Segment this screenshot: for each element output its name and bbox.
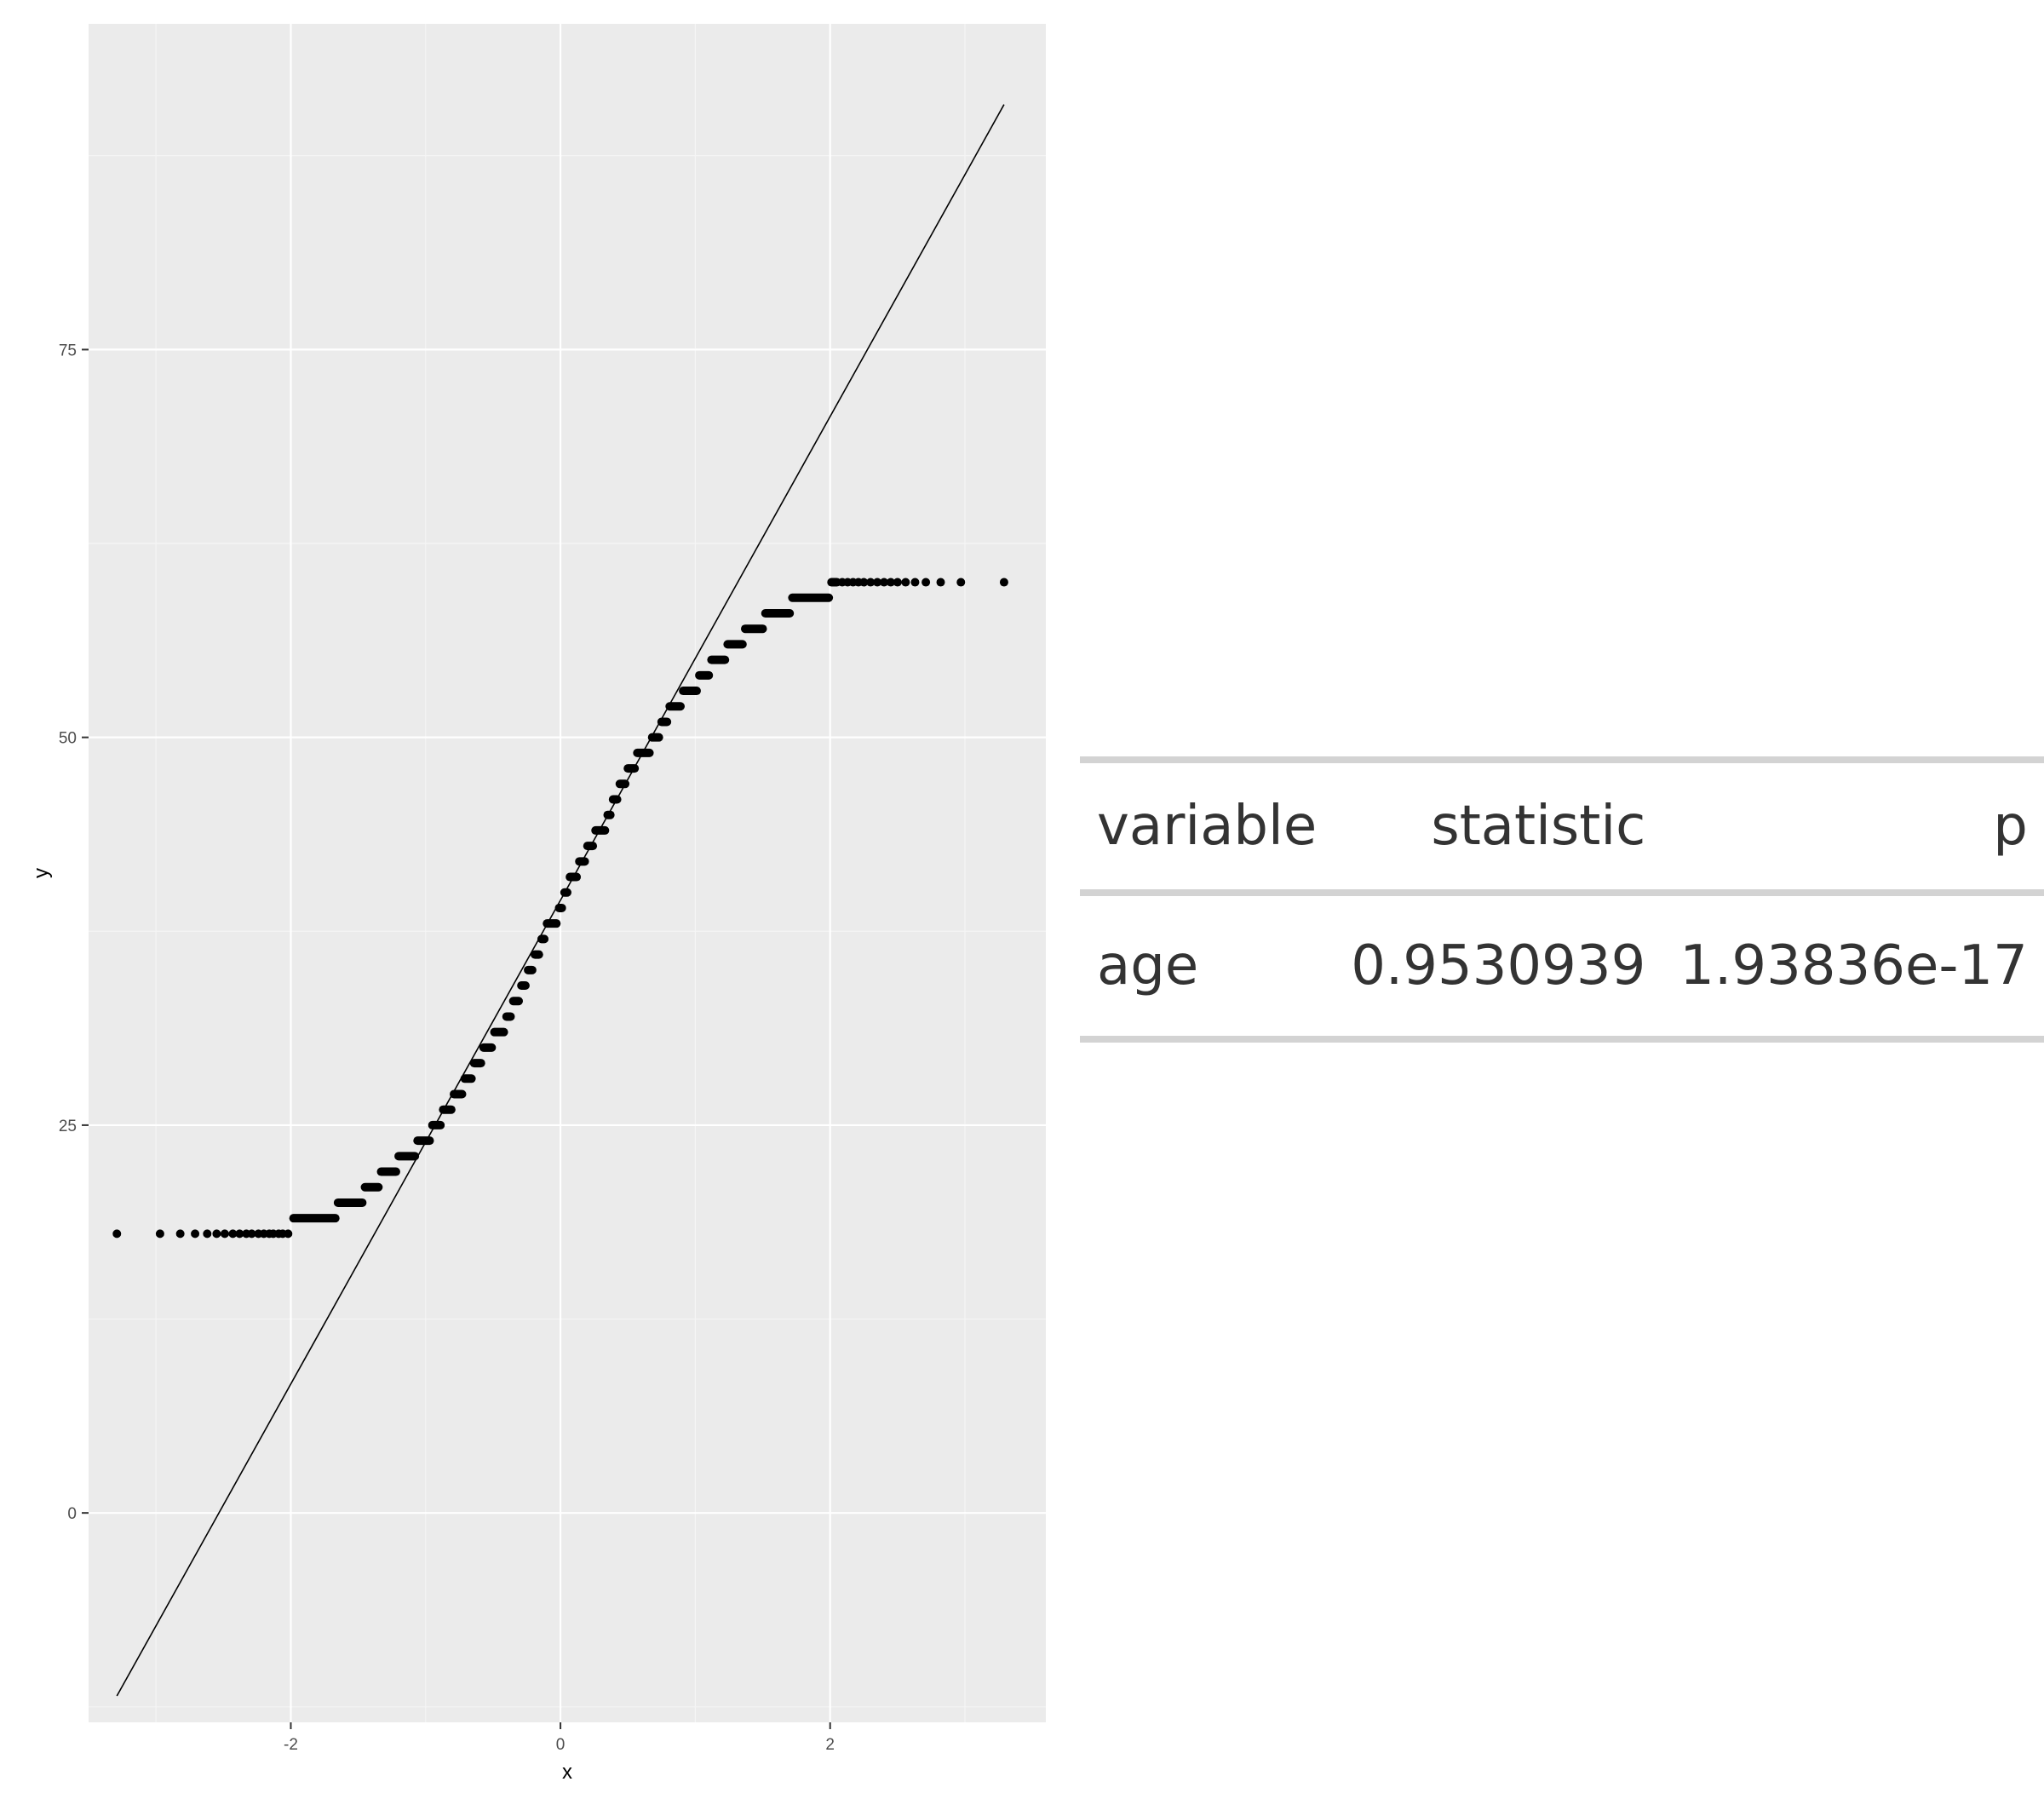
data-point xyxy=(247,1229,256,1239)
y-tick-label: 25 xyxy=(59,1118,77,1135)
col-header-statistic: statistic xyxy=(1431,795,1646,858)
data-point xyxy=(203,1229,212,1239)
data-point xyxy=(880,578,889,587)
data-point xyxy=(175,1229,185,1239)
data-points xyxy=(112,578,1008,1239)
y-tick-label: 75 xyxy=(59,342,77,359)
y-tick-label: 50 xyxy=(59,730,77,748)
data-point xyxy=(155,1229,164,1239)
data-point xyxy=(859,578,869,587)
data-point xyxy=(212,1229,221,1239)
data-point xyxy=(910,578,920,587)
x-tick-label: 2 xyxy=(825,1736,835,1754)
col-header-p: p xyxy=(1993,795,2028,858)
stats-table: variable statistic p age 0.9530939 1.938… xyxy=(1080,756,2044,1043)
data-point xyxy=(893,578,902,587)
qq-reference-line xyxy=(116,104,1005,1697)
data-point xyxy=(278,1229,287,1239)
data-point xyxy=(901,578,910,587)
data-point xyxy=(886,578,895,587)
x-axis-ticks: -2 0 2 xyxy=(284,1722,835,1754)
data-point xyxy=(936,578,945,587)
data-point xyxy=(866,578,876,587)
y-tick-label: 0 xyxy=(67,1505,77,1523)
data-point xyxy=(956,578,966,587)
y-axis-title: y xyxy=(30,868,53,878)
x-axis-title: x xyxy=(562,1761,572,1784)
plot-panel xyxy=(89,24,1046,1722)
data-point xyxy=(235,1229,244,1239)
data-point xyxy=(191,1229,200,1239)
minor-gridlines xyxy=(89,24,1046,1722)
data-point xyxy=(228,1229,238,1239)
reference-line-group xyxy=(116,104,1005,1697)
table-row: age 0.9530939 1.93836e-17 xyxy=(1080,893,2044,1039)
major-gridlines xyxy=(89,24,1046,1722)
table-header-row: variable statistic p xyxy=(1080,760,2044,893)
cell-statistic: 0.9530939 xyxy=(1351,934,1646,997)
y-axis-ticks: 0 25 50 75 xyxy=(59,342,89,1523)
data-point xyxy=(873,578,882,587)
cell-p: 1.93836e-17 xyxy=(1679,934,2028,997)
col-header-variable: variable xyxy=(1097,795,1318,858)
data-point xyxy=(922,578,931,587)
qq-plot: -2 0 2 0 25 50 75 x y xyxy=(30,24,1046,1784)
cell-variable: age xyxy=(1097,934,1199,997)
data-point xyxy=(220,1229,229,1239)
x-tick-label: 0 xyxy=(556,1736,566,1754)
data-point xyxy=(999,578,1008,587)
x-tick-label: -2 xyxy=(284,1736,298,1754)
data-point xyxy=(112,1229,122,1239)
